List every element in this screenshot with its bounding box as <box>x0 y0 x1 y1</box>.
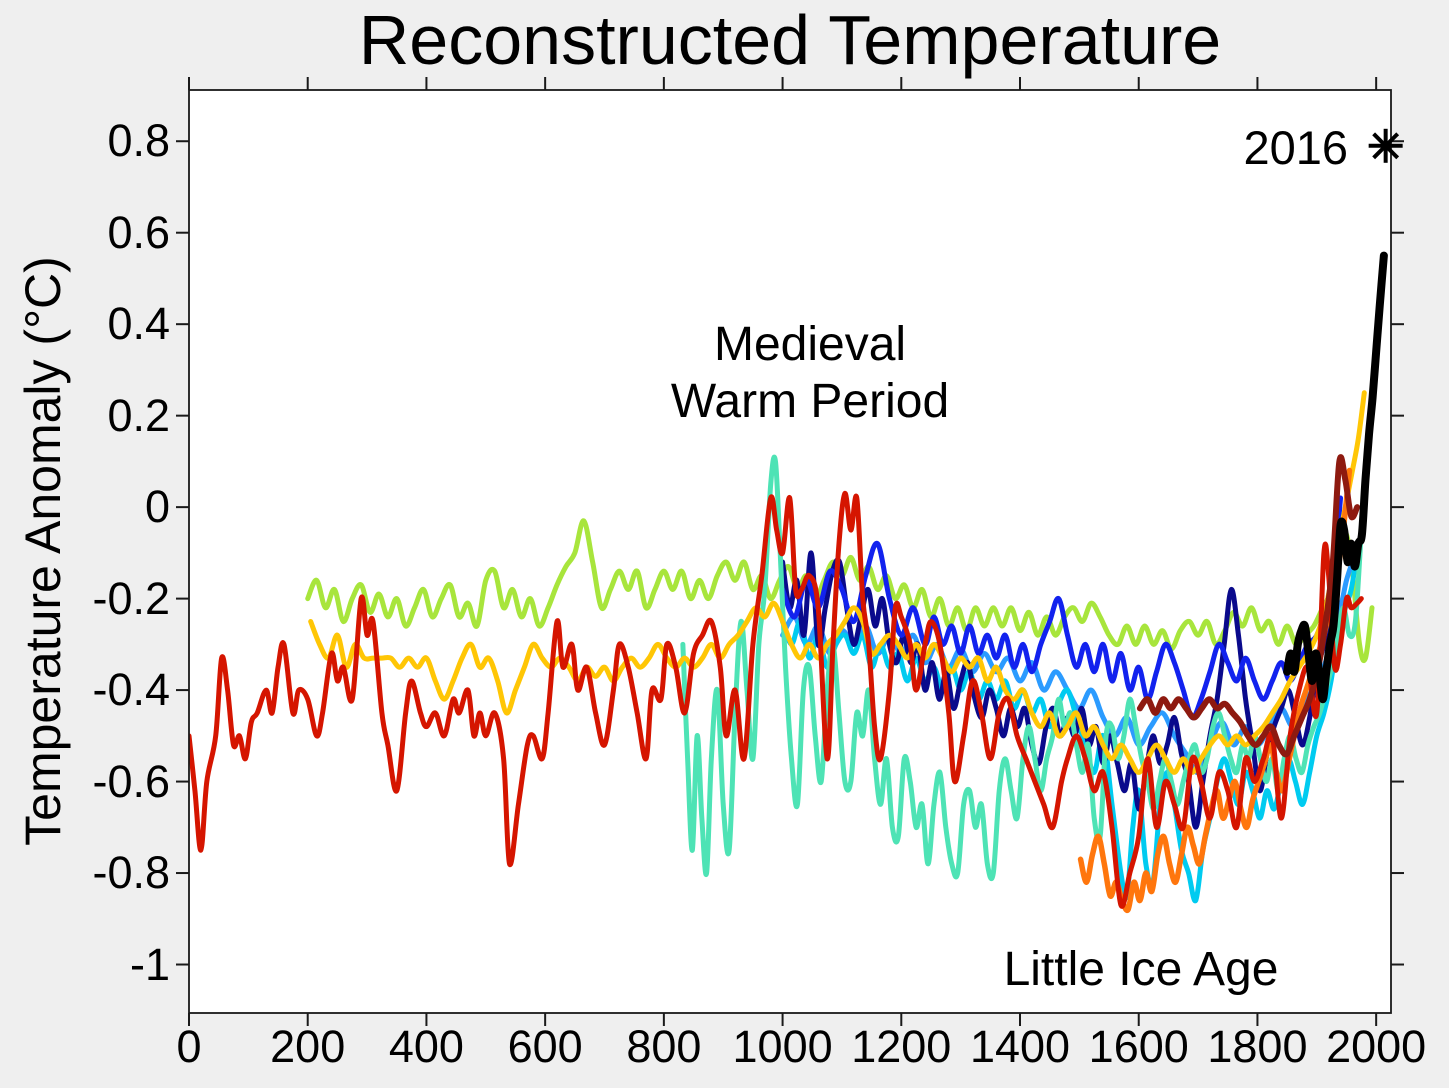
medieval-warm-period-line1: Medieval <box>713 318 907 371</box>
y-tick-label-0.2: 0.2 <box>107 389 170 441</box>
year-2016-annotation: 2016 <box>1243 121 1348 174</box>
y-tick-label-0.4: 0.4 <box>107 298 170 350</box>
medieval-warm-period-annotation: Medieval Warm Period <box>610 316 1010 430</box>
x-tick-label-600: 600 <box>507 1021 583 1072</box>
x-tick-label-1600: 1600 <box>1088 1021 1189 1072</box>
series-light-green-reconstruction-line <box>305 518 1375 664</box>
x-tick-label-2000: 2000 <box>1326 1021 1427 1072</box>
series-blue-reconstruction-line <box>780 495 1344 721</box>
y-tick-label--0.8: -0.8 <box>92 847 170 899</box>
x-tick-label-1800: 1800 <box>1207 1021 1308 1072</box>
y-tick-label--0.6: -0.6 <box>92 755 170 807</box>
series-red-reconstruction-line <box>189 490 1364 909</box>
y-tick-label--0.2: -0.2 <box>92 572 170 624</box>
series-layer <box>189 251 1388 914</box>
y-tick-label-0.8: 0.8 <box>107 115 170 167</box>
series-aquamarine-reconstruction-line <box>680 454 1364 882</box>
chart-title: Reconstructed Temperature <box>358 1 1222 79</box>
x-tick-label-0: 0 <box>176 1021 202 1072</box>
y-tick-label-0.6: 0.6 <box>107 206 170 258</box>
series-dark-red-reconstruction-line <box>1136 454 1361 758</box>
x-tick-label-1200: 1200 <box>851 1021 952 1072</box>
x-tick-label-400: 400 <box>388 1021 464 1072</box>
year-2016-asterisk-marker <box>1368 128 1403 163</box>
axis-box <box>188 89 1392 1014</box>
x-tick-label-800: 800 <box>626 1021 702 1072</box>
asterisk-spoke <box>1372 132 1400 160</box>
x-tick-label-1000: 1000 <box>732 1021 833 1072</box>
y-tick-label-0: 0 <box>144 481 170 533</box>
medieval-warm-period-line2: Warm Period <box>670 375 950 428</box>
y-tick-label--1: -1 <box>129 938 170 990</box>
little-ice-age-annotation: Little Ice Age <box>1003 943 1279 996</box>
x-tick-label-1400: 1400 <box>969 1021 1071 1072</box>
series-yellow-reconstruction-line <box>308 390 1367 775</box>
y-tick-label--0.4: -0.4 <box>92 664 170 716</box>
plot-area <box>189 90 1391 1013</box>
series-black-instrumental-record-line <box>1283 251 1388 704</box>
x-tick-label-200: 200 <box>270 1021 346 1072</box>
